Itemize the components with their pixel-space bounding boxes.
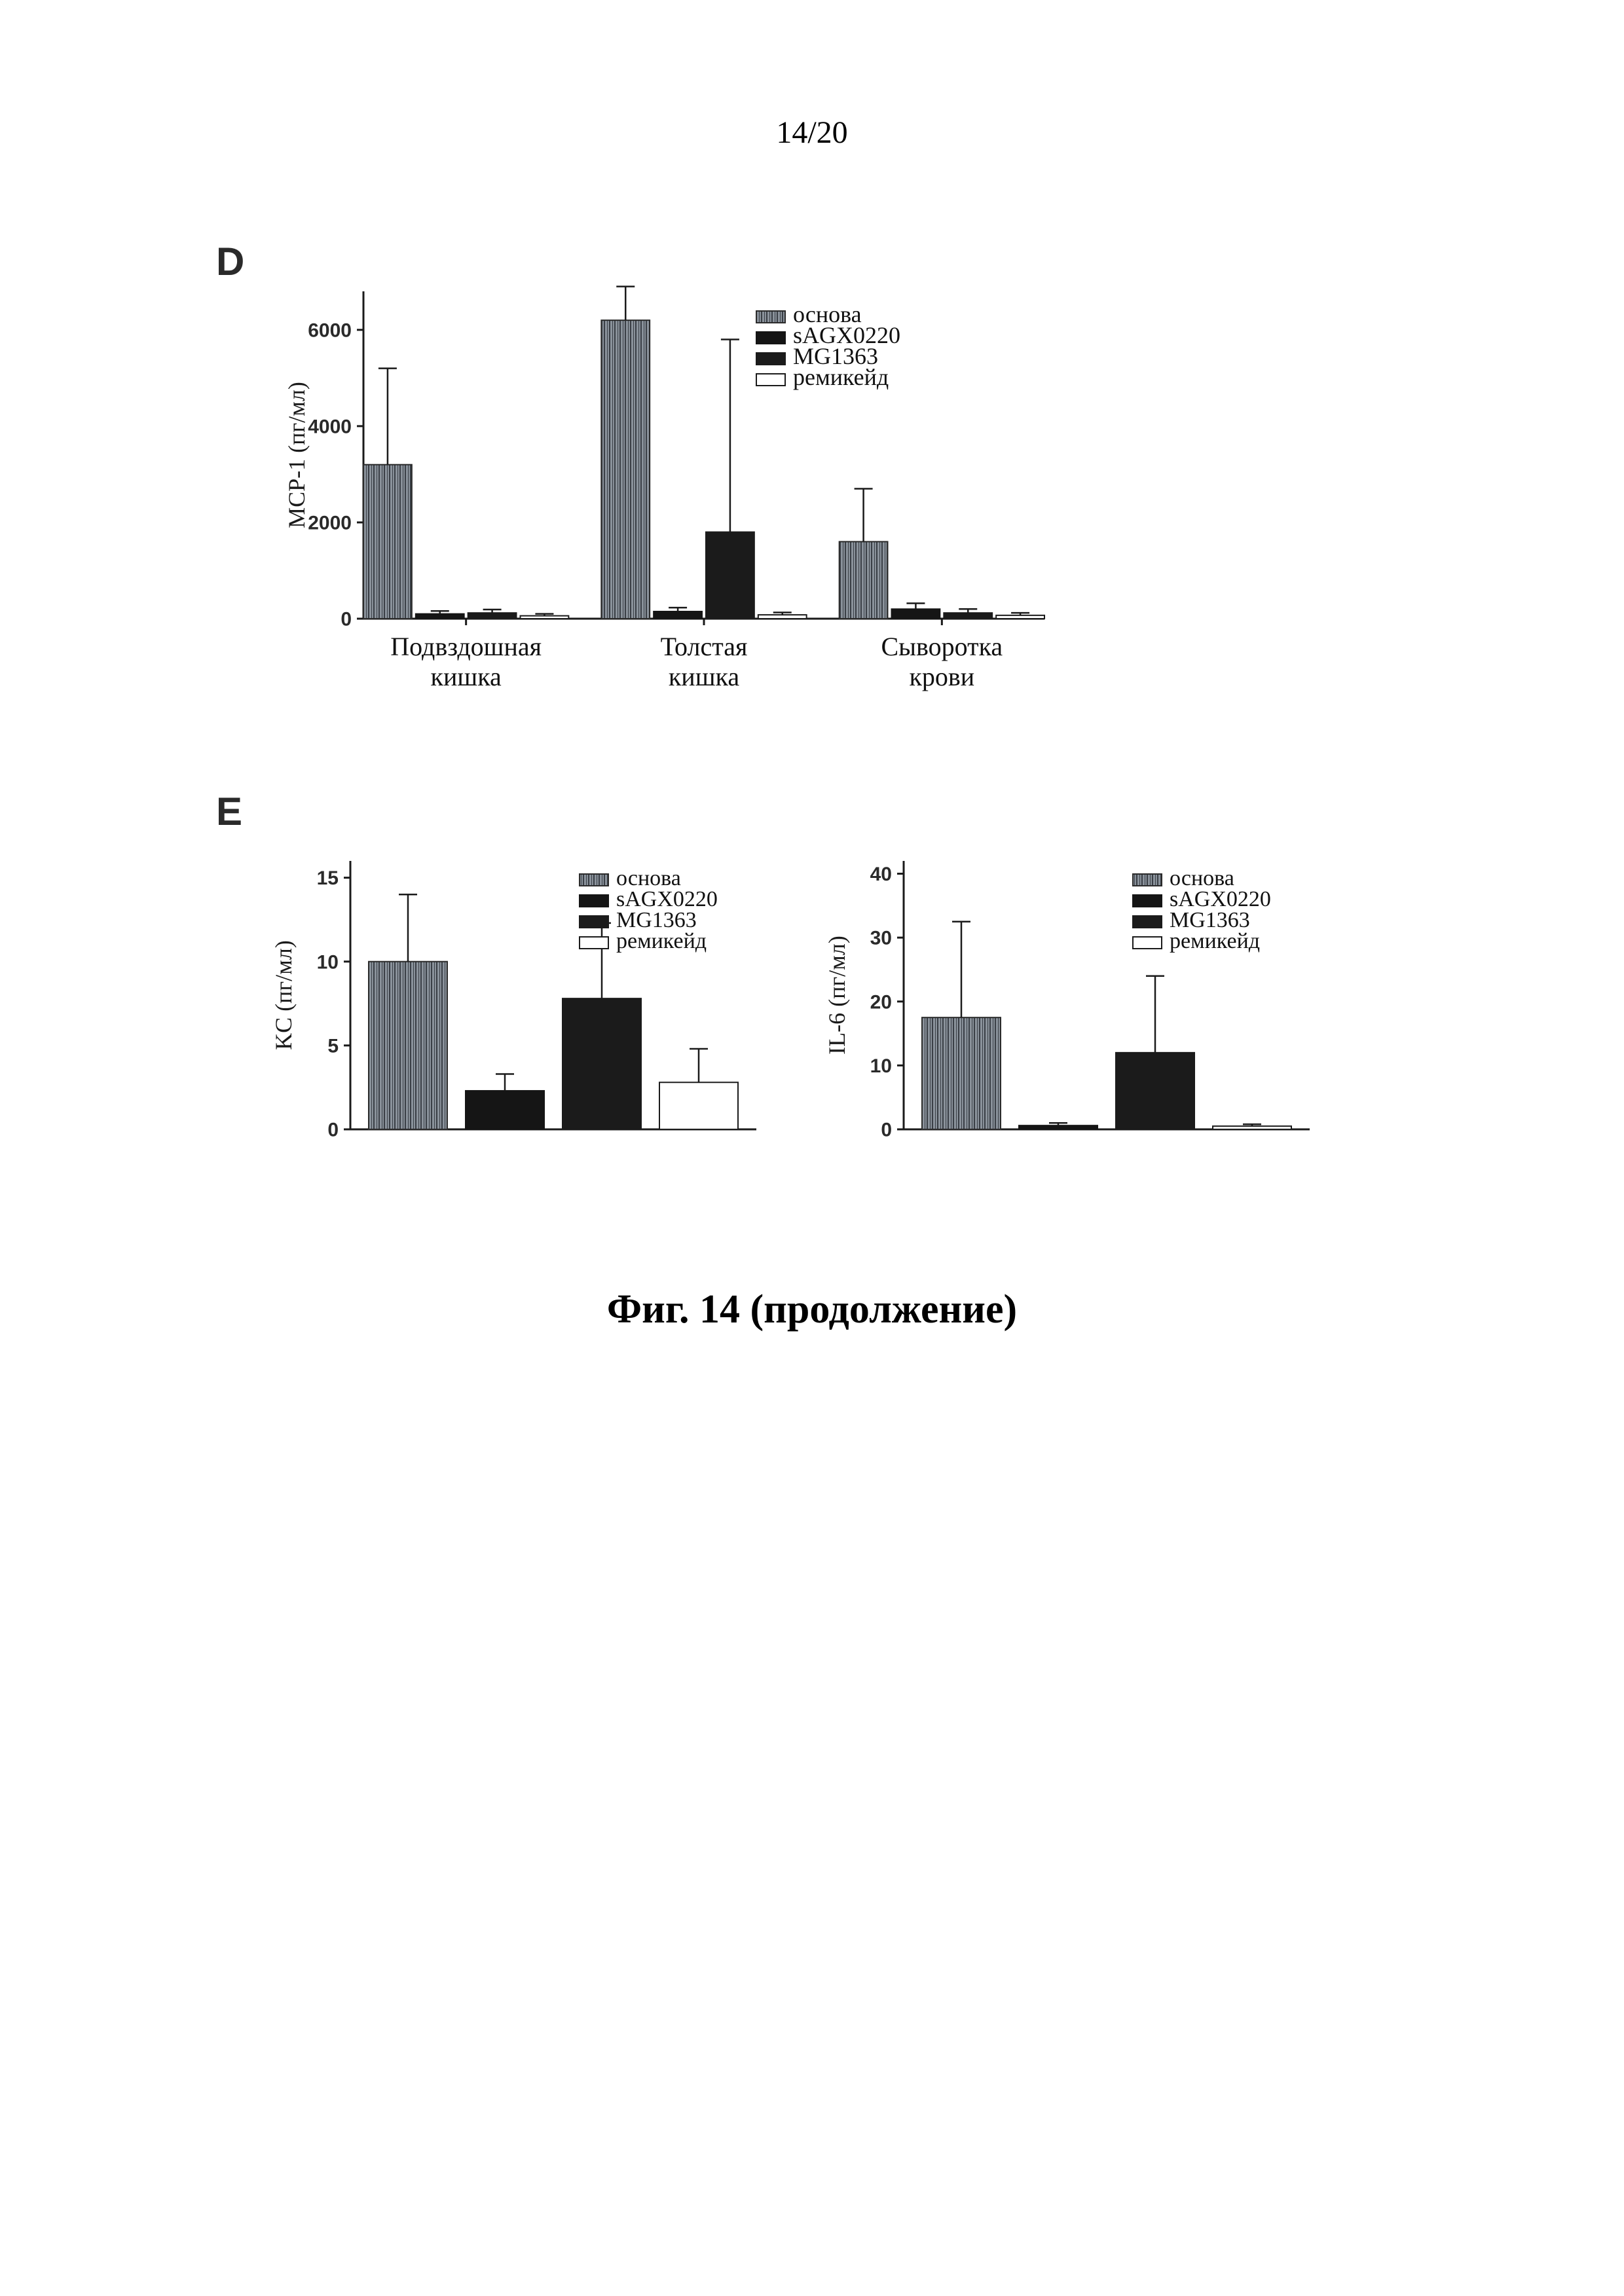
- figure-caption: Фиг. 14 (продолжение): [0, 1286, 1624, 1333]
- svg-text:2000: 2000: [308, 512, 352, 534]
- svg-text:Толстая: Толстая: [661, 632, 748, 661]
- svg-text:20: 20: [870, 991, 892, 1013]
- svg-text:6000: 6000: [308, 319, 352, 341]
- svg-text:10: 10: [870, 1055, 892, 1077]
- svg-text:крови: крови: [909, 662, 974, 691]
- svg-text:MCP-1 (пг/мл): MCP-1 (пг/мл): [284, 382, 310, 528]
- svg-text:10: 10: [317, 951, 339, 973]
- svg-text:0: 0: [341, 609, 352, 630]
- chart-e-right: 010203040IL-6 (пг/мл)основаsAGX0220MG136…: [825, 841, 1323, 1156]
- svg-text:0: 0: [881, 1120, 892, 1141]
- panel-e-label: E: [216, 789, 242, 834]
- svg-text:15: 15: [317, 867, 339, 889]
- svg-text:Сыворотка: Сыворотка: [881, 632, 1003, 661]
- svg-text:кишка: кишка: [431, 662, 502, 691]
- chart-d: 0200040006000MCP-1 (пг/мл)Подвздошнаякиш…: [272, 272, 1058, 704]
- svg-text:кишка: кишка: [669, 662, 739, 691]
- panel-d-label: D: [216, 239, 244, 284]
- chart-e-left: 051015KC (пг/мл)основаsAGX0220MG1363реми…: [272, 841, 769, 1156]
- svg-text:IL-6 (пг/мл): IL-6 (пг/мл): [825, 936, 850, 1055]
- svg-text:ремикейд: ремикейд: [793, 364, 889, 390]
- svg-text:4000: 4000: [308, 416, 352, 437]
- svg-text:40: 40: [870, 864, 892, 885]
- svg-text:5: 5: [327, 1035, 339, 1057]
- svg-text:ремикейд: ремикейд: [616, 929, 707, 953]
- svg-text:ремикейд: ремикейд: [1170, 929, 1260, 953]
- svg-text:KC (пг/мл): KC (пг/мл): [272, 940, 297, 1050]
- svg-text:30: 30: [870, 928, 892, 949]
- svg-text:0: 0: [327, 1120, 339, 1141]
- svg-text:Подвздошная: Подвздошная: [390, 632, 542, 661]
- page-number: 14/20: [0, 115, 1624, 151]
